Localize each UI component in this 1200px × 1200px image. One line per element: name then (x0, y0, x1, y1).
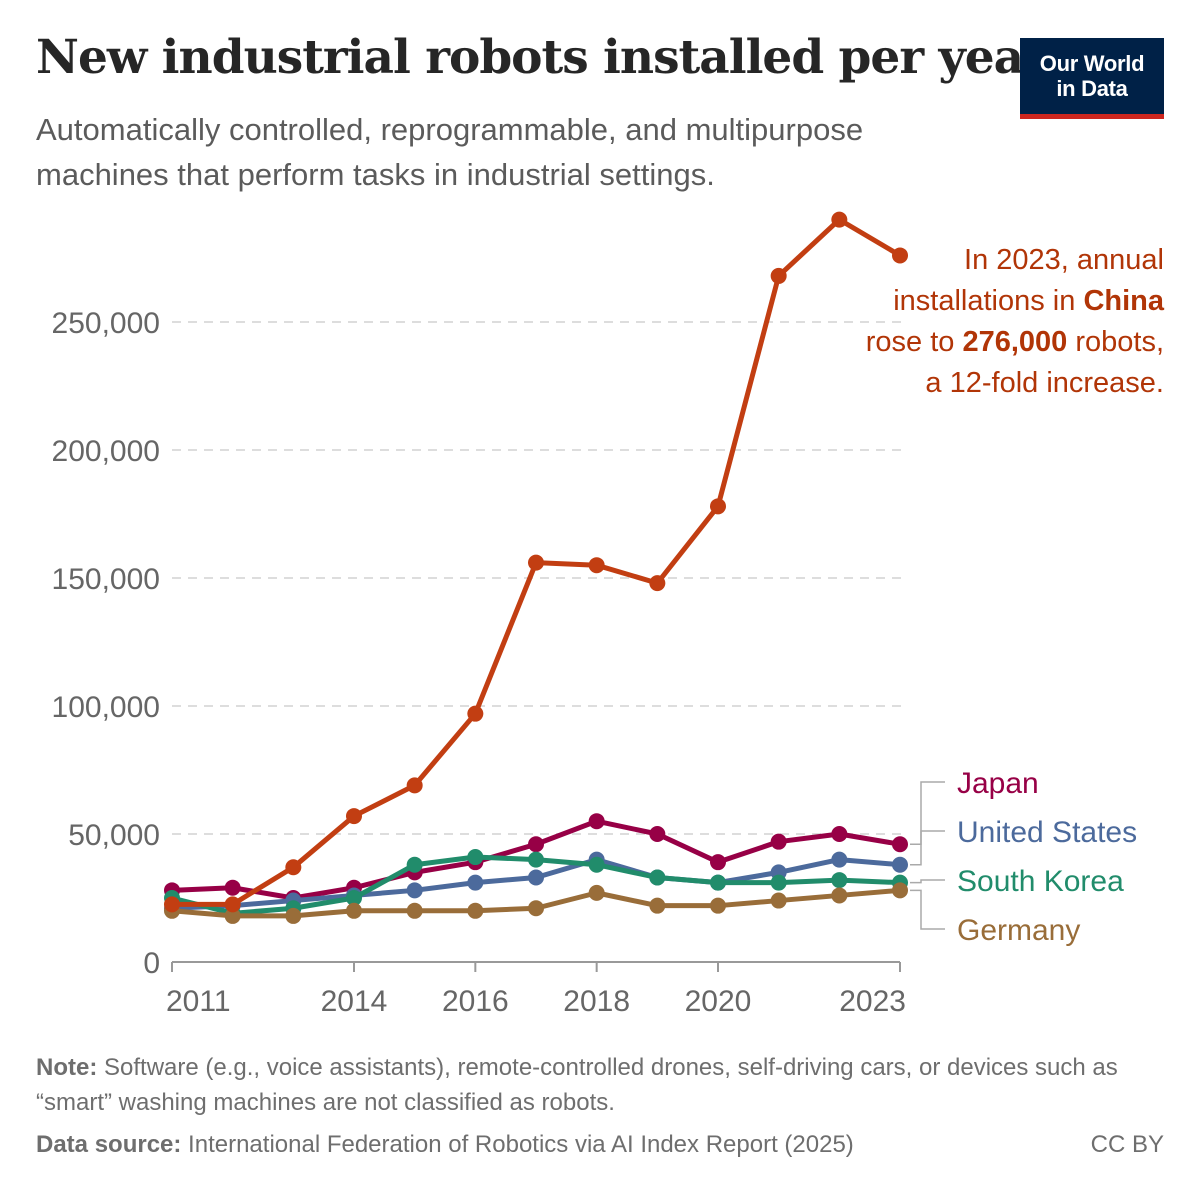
data-point-china (770, 267, 787, 284)
connector-south-korea (910, 879, 945, 884)
data-point-united-states (528, 869, 544, 886)
data-point-germany (346, 902, 362, 919)
data-point-germany (710, 897, 726, 914)
x-tick-label: 2018 (563, 985, 630, 1018)
y-tick-label: 0 (143, 947, 160, 980)
data-point-china (467, 705, 484, 722)
annotation-value: 276,000 (962, 326, 1068, 358)
y-tick-label: 100,000 (52, 691, 160, 724)
data-point-germany (649, 897, 666, 914)
series-labels: Japan United States South Korea Germany (910, 767, 1137, 947)
note-text: Software (e.g., voice assistants), remot… (36, 1054, 1118, 1116)
annotation-line-1: In 2023, annual (964, 244, 1164, 276)
data-point-japan (588, 813, 605, 830)
x-tick-label: 2016 (442, 985, 509, 1018)
series-label-germany: Germany (957, 914, 1080, 947)
data-point-united-states (892, 856, 908, 873)
annotation-line-3-suffix: robots, (1067, 326, 1164, 358)
data-point-china (346, 808, 362, 825)
x-tick-label: 2011 (166, 985, 231, 1018)
y-tick-label: 200,000 (52, 435, 160, 468)
data-point-south-korea (528, 851, 544, 868)
data-point-china (710, 498, 726, 515)
data-point-south-korea (831, 872, 848, 889)
logo-line-1: Our World (1039, 51, 1145, 76)
china-annotation: In 2023, annual installations in China r… (780, 240, 1164, 404)
source-text: International Federation of Robotics via… (181, 1131, 854, 1158)
data-point-germany (528, 900, 544, 917)
data-point-china (406, 777, 423, 794)
data-point-japan (224, 879, 241, 896)
series-lines (164, 211, 908, 924)
note-label: Note: (36, 1054, 98, 1081)
data-point-japan (831, 826, 848, 842)
data-point-china (588, 557, 605, 574)
annotation-line-4: a 12-fold increase. (925, 367, 1164, 399)
y-tick-label: 250,000 (52, 307, 160, 340)
connector-japan (910, 781, 945, 845)
data-point-china (224, 896, 241, 913)
y-tick-label: 50,000 (68, 819, 160, 852)
data-point-japan (649, 826, 666, 842)
data-source: Data source: International Federation of… (36, 1127, 854, 1162)
data-point-germany (406, 902, 423, 919)
x-tick-label: 2020 (685, 985, 752, 1018)
connector-germany (910, 889, 945, 930)
data-point-china (649, 575, 666, 592)
x-tick-label: 2014 (321, 985, 388, 1018)
data-point-united-states (467, 874, 484, 891)
data-point-germany (770, 892, 787, 909)
annotation-line-2-prefix: installations in (893, 285, 1084, 317)
data-point-japan (710, 854, 726, 871)
data-point-china (285, 859, 302, 876)
data-point-china (831, 211, 848, 228)
owid-logo[interactable]: Our World in Data (1020, 38, 1164, 119)
line-chart: 0 50,000 100,000 150,000 200,000 250,000 2011… (52, 211, 1137, 1018)
data-point-south-korea (710, 874, 726, 891)
logo-line-2: in Data (1056, 76, 1128, 101)
data-point-japan (528, 836, 544, 853)
series-label-japan: Japan (957, 767, 1039, 800)
connector-united-states (910, 830, 945, 866)
data-point-japan (892, 836, 908, 853)
series-label-south-korea: South Korea (957, 865, 1124, 898)
y-tick-label: 150,000 (52, 563, 160, 596)
data-point-germany (588, 884, 605, 901)
x-axis: 2011 2014 2016 2018 2020 2023 (166, 961, 906, 1018)
gridlines (172, 321, 905, 835)
series-label-united-states: United States (957, 816, 1137, 849)
annotation-line-3-prefix: rose to (865, 326, 963, 358)
data-point-south-korea (406, 856, 423, 873)
chart-subtitle: Automatically controlled, reprogrammable… (36, 112, 864, 192)
data-point-germany (467, 902, 484, 919)
data-point-united-states (831, 851, 848, 868)
data-point-china (528, 554, 544, 571)
data-point-south-korea (346, 890, 362, 906)
data-point-japan (770, 833, 787, 850)
x-tick-label: 2023 (839, 985, 906, 1018)
source-label: Data source: (36, 1131, 182, 1158)
data-point-germany (224, 907, 241, 924)
data-point-germany (285, 907, 302, 924)
y-axis-ticks: 0 50,000 100,000 150,000 200,000 250,000 (52, 307, 160, 980)
data-point-south-korea (588, 856, 605, 873)
data-point-south-korea (770, 874, 787, 891)
data-point-germany (892, 882, 908, 899)
data-point-china (892, 247, 908, 264)
data-point-china (164, 896, 180, 913)
chart-note: Note: Software (e.g., voice assistants),… (36, 1050, 1176, 1120)
chart-title: New industrial robots installed per year (36, 30, 1048, 85)
data-point-united-states (406, 882, 423, 899)
data-point-germany (831, 887, 848, 904)
data-point-south-korea (467, 849, 484, 866)
annotation-china: China (1083, 285, 1164, 317)
license-link[interactable]: CC BY (1090, 1131, 1164, 1158)
data-point-south-korea (649, 869, 666, 886)
